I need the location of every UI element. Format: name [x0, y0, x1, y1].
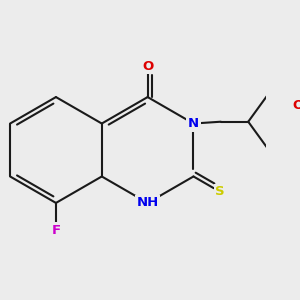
- Text: S: S: [215, 185, 225, 198]
- Text: O: O: [292, 99, 300, 112]
- Text: O: O: [142, 60, 153, 73]
- Text: F: F: [51, 224, 61, 237]
- Text: N: N: [188, 117, 199, 130]
- Text: NH: NH: [136, 196, 159, 209]
